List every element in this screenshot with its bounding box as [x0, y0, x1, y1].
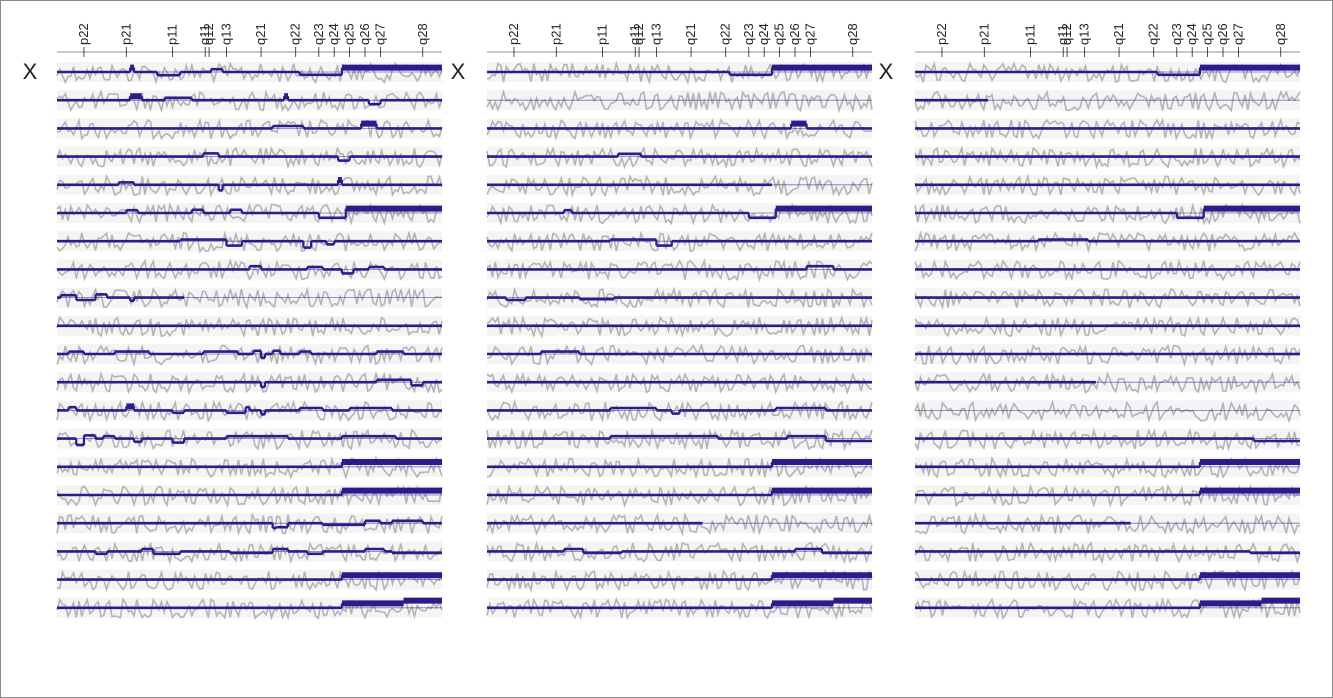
band-label: q12 — [1059, 23, 1074, 45]
chromosome-label: X — [23, 59, 38, 84]
raw-signal — [914, 230, 1301, 254]
band-label: q12 — [201, 23, 216, 45]
band-label: p22 — [506, 23, 521, 45]
band-label: q13 — [218, 23, 233, 45]
raw-signal — [56, 484, 443, 509]
band-label: q28 — [415, 23, 430, 45]
raw-signal — [56, 511, 443, 537]
band-label: q24 — [756, 23, 771, 45]
raw-signal — [56, 597, 443, 621]
band-label: p11 — [165, 24, 180, 45]
band-label: q21 — [683, 23, 698, 45]
band-label: p21 — [548, 23, 563, 45]
band-label: q11 — [627, 24, 642, 45]
band-label: q28 — [845, 23, 860, 45]
band-label: q26 — [787, 23, 802, 45]
band-label: q12 — [631, 23, 646, 45]
band-label: q23 — [741, 23, 756, 45]
raw-signal — [486, 286, 873, 309]
band-label: q25 — [772, 23, 787, 45]
band-label: q11 — [1055, 24, 1070, 45]
raw-signal — [914, 427, 1301, 452]
band-label: q21 — [1111, 23, 1126, 45]
raw-signal — [486, 145, 873, 170]
band-label: p11 — [1023, 24, 1038, 45]
band-label: q27 — [372, 23, 387, 45]
band-label: q11 — [197, 24, 212, 45]
raw-signal — [914, 145, 1301, 170]
raw-signal — [486, 540, 873, 565]
band-label: q28 — [1273, 23, 1288, 45]
raw-signal — [56, 315, 443, 339]
chromosome-label: X — [879, 59, 894, 84]
band-label: p22 — [76, 23, 91, 45]
raw-signal — [914, 117, 1301, 142]
band-label: q25 — [1200, 23, 1215, 45]
band-label: q24 — [326, 23, 341, 45]
band-label: q22 — [1146, 23, 1161, 45]
band-label: q26 — [1215, 23, 1230, 45]
raw-signal — [914, 173, 1301, 197]
band-label: q26 — [357, 23, 372, 45]
raw-signal — [56, 230, 443, 254]
band-label: q23 — [311, 23, 326, 45]
raw-signal — [486, 456, 873, 480]
band-label: q25 — [342, 23, 357, 45]
band-label: q23 — [1169, 23, 1184, 45]
band-label: q27 — [802, 23, 817, 45]
band-label: p21 — [976, 23, 991, 45]
band-label: q27 — [1230, 23, 1245, 45]
band-label: p22 — [934, 23, 949, 45]
band-label: q13 — [1076, 23, 1091, 45]
raw-signal — [56, 61, 443, 85]
band-label: q24 — [1184, 23, 1199, 45]
raw-signal — [914, 399, 1301, 424]
band-label: q22 — [288, 23, 303, 45]
raw-signal — [56, 541, 443, 565]
band-label: p11 — [595, 24, 610, 45]
raw-signal — [486, 512, 873, 537]
raw-signal — [486, 173, 873, 198]
chromosome-label: X — [451, 59, 466, 84]
band-label: q22 — [718, 23, 733, 45]
band-label: q13 — [648, 23, 663, 45]
raw-signal — [56, 286, 443, 311]
raw-signal — [56, 117, 443, 141]
raw-signal — [914, 343, 1301, 368]
raw-signal — [486, 89, 873, 114]
band-label: q21 — [253, 23, 268, 45]
band-label: p21 — [118, 23, 133, 45]
raw-signal — [914, 89, 1301, 113]
